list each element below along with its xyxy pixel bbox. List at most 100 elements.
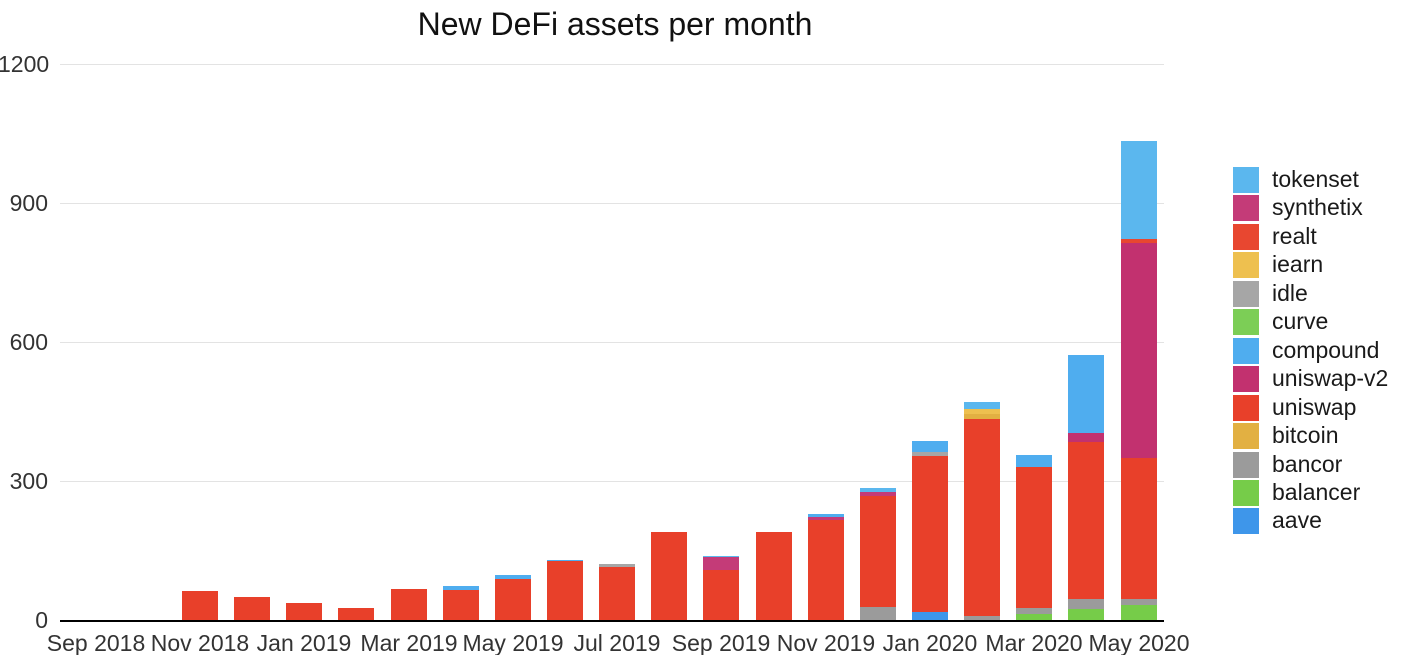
bar-segment-may-2020-uniswap[interactable] bbox=[1121, 458, 1157, 599]
legend-label: bitcoin bbox=[1272, 422, 1339, 448]
legend-item-balancer[interactable]: balancer bbox=[1233, 479, 1360, 506]
legend-label: bancor bbox=[1272, 451, 1343, 477]
bar-segment-apr-2020-uniswap-v2[interactable] bbox=[1068, 433, 1104, 442]
bar-segment-apr-2020-uniswap[interactable] bbox=[1068, 442, 1104, 599]
bar-segment-may-2020-realt[interactable] bbox=[1121, 239, 1157, 243]
bar-segment-feb-2020-bitcoin[interactable] bbox=[964, 414, 1000, 419]
legend-item-bancor[interactable]: bancor bbox=[1233, 451, 1342, 478]
y-tick-label: 600 bbox=[9, 329, 48, 355]
legend-item-synthetix[interactable]: synthetix bbox=[1233, 194, 1363, 221]
legend-item-idle[interactable]: idle bbox=[1233, 280, 1308, 307]
legend-swatch-compound bbox=[1233, 337, 1259, 364]
bar-segment-dec-2019-uniswap[interactable] bbox=[860, 496, 896, 607]
x-tick-label: Sep 2018 bbox=[46, 630, 146, 655]
bar-segment-jan-2020-aave[interactable] bbox=[912, 612, 948, 620]
legend-item-aave[interactable]: aave bbox=[1233, 507, 1322, 534]
legend-label: balancer bbox=[1272, 479, 1361, 505]
legend-swatch-uniswap-v2 bbox=[1233, 365, 1259, 392]
legend-label: iearn bbox=[1272, 251, 1324, 277]
bar-segment-dec-2019-tokenset[interactable] bbox=[860, 488, 896, 492]
legend-item-uniswap-v2[interactable]: uniswap-v2 bbox=[1233, 365, 1388, 392]
bar-segment-jan-2020-compound[interactable] bbox=[912, 441, 948, 452]
bar-segment-mar-2020-uniswap[interactable] bbox=[1016, 467, 1052, 608]
bar-segment-aug-2019-uniswap[interactable] bbox=[651, 532, 687, 620]
legend-item-curve[interactable]: curve bbox=[1233, 308, 1328, 335]
x-tick-label: Nov 2019 bbox=[776, 630, 876, 655]
bar-segment-dec-2019-synthetix[interactable] bbox=[860, 492, 896, 496]
legend-item-tokenset[interactable]: tokenset bbox=[1233, 166, 1359, 193]
legend-item-iearn[interactable]: iearn bbox=[1233, 251, 1323, 278]
legend-label: compound bbox=[1272, 337, 1380, 363]
bar-segment-apr-2020-balancer[interactable] bbox=[1068, 609, 1104, 620]
legend-label: tokenset bbox=[1272, 166, 1359, 192]
legend-swatch-realt bbox=[1233, 223, 1259, 250]
x-axis-line bbox=[60, 620, 1164, 622]
bar-segment-may-2019-uniswap[interactable] bbox=[495, 579, 531, 620]
legend-label: aave bbox=[1272, 507, 1322, 533]
bar-segment-sep-2019-synthetix[interactable] bbox=[703, 557, 739, 570]
bar-segment-apr-2019-compound[interactable] bbox=[443, 586, 479, 590]
bar-segment-nov-2018-uniswap[interactable] bbox=[182, 591, 218, 620]
x-tick-label: Jan 2019 bbox=[256, 630, 352, 655]
legend-swatch-bancor bbox=[1233, 451, 1259, 478]
bar-segment-feb-2020-iearn[interactable] bbox=[964, 409, 1000, 414]
legend-item-bitcoin[interactable]: bitcoin bbox=[1233, 422, 1338, 449]
bar-segment-may-2019-compound[interactable] bbox=[495, 575, 531, 579]
x-tick-label: Jul 2019 bbox=[573, 630, 661, 655]
x-tick-label: Mar 2019 bbox=[360, 630, 458, 655]
bar-segment-jan-2019-uniswap[interactable] bbox=[286, 603, 322, 620]
x-tick-label: May 2020 bbox=[1088, 630, 1190, 655]
gridline-y-900 bbox=[60, 203, 1164, 204]
legend-swatch-uniswap bbox=[1233, 394, 1259, 421]
bar-segment-jun-2019-uniswap[interactable] bbox=[547, 561, 583, 620]
x-tick-label: Mar 2020 bbox=[985, 630, 1083, 655]
legend-swatch-aave bbox=[1233, 507, 1259, 534]
legend-item-realt[interactable]: realt bbox=[1233, 223, 1317, 250]
legend-item-compound[interactable]: compound bbox=[1233, 337, 1379, 364]
bar-segment-sep-2019-tokenset[interactable] bbox=[703, 556, 739, 557]
bar-segment-nov-2019-synthetix[interactable] bbox=[808, 517, 844, 520]
bar-segment-oct-2019-uniswap[interactable] bbox=[756, 532, 792, 620]
bar-segment-may-2020-tokenset[interactable] bbox=[1121, 141, 1157, 239]
bar-segment-mar-2020-bancor[interactable] bbox=[1016, 608, 1052, 614]
bar-segment-may-2020-balancer[interactable] bbox=[1121, 605, 1157, 620]
bar-segment-feb-2019-uniswap[interactable] bbox=[338, 608, 374, 620]
legend-label: synthetix bbox=[1272, 194, 1363, 220]
bar-segment-jul-2019-idle[interactable] bbox=[599, 564, 635, 567]
legend-swatch-bitcoin bbox=[1233, 422, 1259, 449]
bar-segment-mar-2020-balancer[interactable] bbox=[1016, 614, 1052, 620]
legend-label: realt bbox=[1272, 223, 1317, 249]
bar-segment-jun-2019-compound[interactable] bbox=[547, 560, 583, 561]
bar-segment-jan-2020-uniswap[interactable] bbox=[912, 456, 948, 612]
bar-segment-feb-2020-tokenset[interactable] bbox=[964, 402, 1000, 409]
bar-segment-jan-2020-idle[interactable] bbox=[912, 452, 948, 456]
bar-segment-apr-2019-uniswap[interactable] bbox=[443, 590, 479, 620]
chart-title: New DeFi assets per month bbox=[417, 6, 813, 42]
gridline-y-1200 bbox=[60, 64, 1164, 65]
y-tick-label: 0 bbox=[35, 607, 48, 633]
bar-segment-feb-2020-uniswap[interactable] bbox=[964, 419, 1000, 616]
bar-segment-apr-2020-bancor[interactable] bbox=[1068, 599, 1104, 609]
bar-segment-may-2020-uniswap-v2[interactable] bbox=[1121, 243, 1157, 458]
legend-swatch-idle bbox=[1233, 280, 1259, 307]
legend-label: uniswap-v2 bbox=[1272, 365, 1389, 391]
bar-segment-feb-2020-bancor[interactable] bbox=[964, 616, 1000, 620]
bar-segment-mar-2019-uniswap[interactable] bbox=[391, 589, 427, 620]
bar-segment-dec-2018-uniswap[interactable] bbox=[234, 597, 270, 620]
legend-item-uniswap[interactable]: uniswap bbox=[1233, 394, 1356, 421]
bar-segment-mar-2020-compound[interactable] bbox=[1016, 455, 1052, 467]
bar-segment-nov-2019-compound[interactable] bbox=[808, 514, 844, 517]
bar-segment-apr-2020-compound[interactable] bbox=[1068, 355, 1104, 433]
legend-label: uniswap bbox=[1272, 394, 1357, 420]
legend-swatch-iearn bbox=[1233, 251, 1259, 278]
x-tick-label: Sep 2019 bbox=[671, 630, 771, 655]
bar-segment-sep-2019-uniswap[interactable] bbox=[703, 570, 739, 620]
legend-swatch-synthetix bbox=[1233, 194, 1259, 221]
y-tick-label: 1200 bbox=[0, 51, 50, 77]
bar-segment-jul-2019-uniswap[interactable] bbox=[599, 567, 635, 620]
bar-segment-may-2020-bancor[interactable] bbox=[1121, 599, 1157, 605]
bar-segment-dec-2019-bancor[interactable] bbox=[860, 607, 896, 620]
bar-segment-nov-2019-uniswap[interactable] bbox=[808, 520, 844, 620]
x-tick-label: May 2019 bbox=[462, 630, 564, 655]
